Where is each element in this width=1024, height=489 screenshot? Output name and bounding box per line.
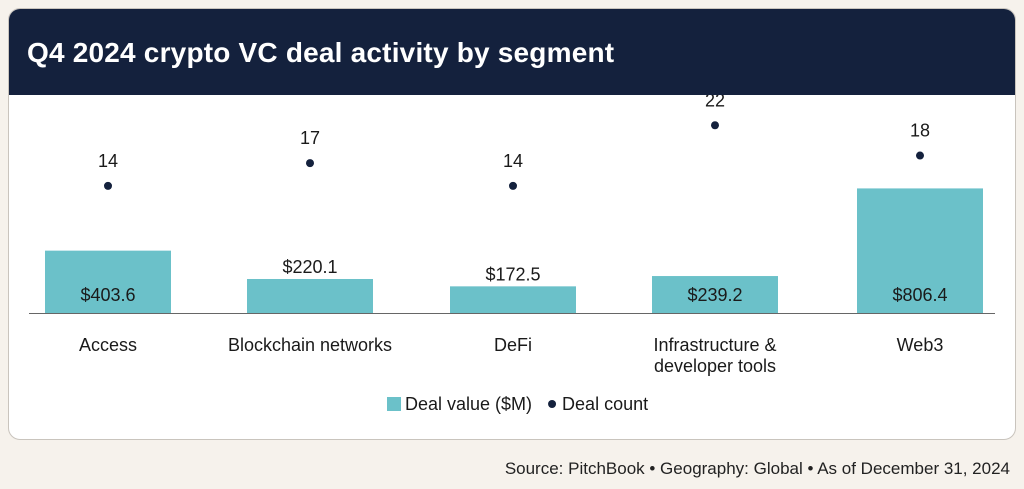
deal-count-dot bbox=[711, 121, 719, 130]
bar-value-label: $220.1 bbox=[282, 257, 337, 277]
bar-value-label: $172.5 bbox=[485, 264, 540, 284]
deal-count-label: 17 bbox=[300, 128, 320, 148]
chart-header: Q4 2024 crypto VC deal activity by segme… bbox=[9, 9, 1015, 95]
bar-deal-value bbox=[857, 188, 983, 313]
bar-value-label: $806.4 bbox=[892, 285, 947, 305]
legend-swatch-deal-value bbox=[387, 397, 401, 411]
legend-label-deal-count: Deal count bbox=[562, 394, 648, 414]
deal-count-label: 14 bbox=[503, 151, 523, 171]
category-label: Access bbox=[79, 335, 137, 355]
deal-count-dot bbox=[306, 159, 314, 168]
chart-title: Q4 2024 crypto VC deal activity by segme… bbox=[27, 37, 615, 68]
deal-count-dot bbox=[509, 181, 517, 190]
bar-value-label: $239.2 bbox=[687, 285, 742, 305]
category-label: Infrastructure & bbox=[653, 335, 776, 355]
chart-card: Q4 2024 crypto VC deal activity by segme… bbox=[8, 8, 1016, 440]
bar-deal-value bbox=[450, 286, 576, 313]
bar-deal-value bbox=[247, 278, 373, 313]
category-label: Web3 bbox=[897, 335, 944, 355]
bar-deal-value bbox=[45, 250, 171, 313]
category-label: DeFi bbox=[494, 335, 532, 355]
source-note: Source: PitchBook • Geography: Global • … bbox=[504, 459, 1010, 478]
legend-swatch-deal-count bbox=[548, 400, 557, 408]
deal-count-dot bbox=[104, 181, 112, 190]
deal-count-label: 22 bbox=[705, 95, 725, 110]
deal-count-dot bbox=[916, 151, 924, 160]
bar-deal-value bbox=[652, 276, 778, 313]
chart-area: $403.6 14 Access $220.1 17 Blockchain network… bbox=[29, 95, 995, 414]
category-label: developer tools bbox=[654, 356, 776, 376]
bar-value-label: $403.6 bbox=[80, 285, 135, 305]
legend-label-deal-value: Deal value ($M) bbox=[405, 394, 532, 414]
category-label: Blockchain networks bbox=[228, 335, 392, 355]
deal-count-label: 14 bbox=[98, 151, 118, 171]
deal-count-label: 18 bbox=[910, 121, 930, 141]
